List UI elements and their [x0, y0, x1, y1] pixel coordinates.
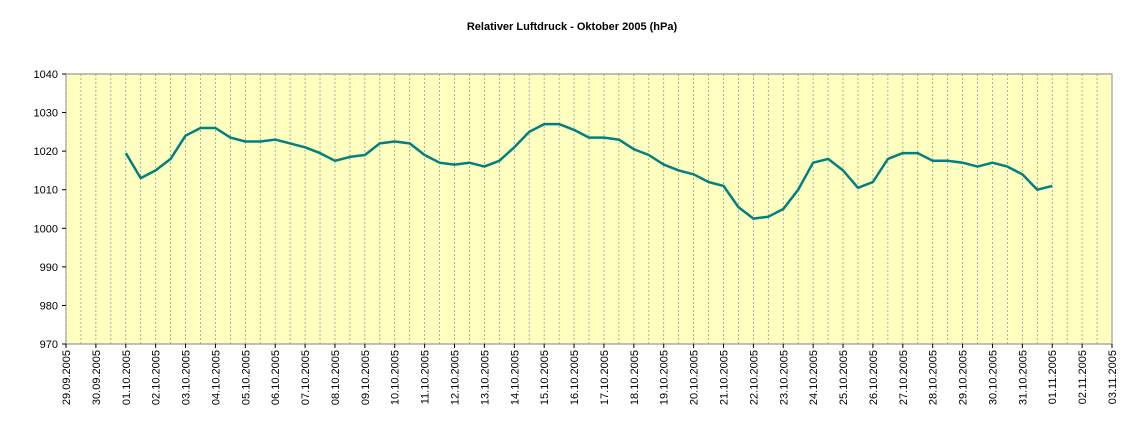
- chart-title: Relativer Luftdruck - Oktober 2005 (hPa): [467, 21, 678, 33]
- x-tick-label: 25.10.2005: [838, 350, 850, 405]
- x-tick-label: 03.10.2005: [181, 350, 193, 405]
- y-tick-label: 1030: [34, 108, 58, 120]
- x-tick-label: 05.10.2005: [240, 350, 252, 405]
- x-tick-label: 28.10.2005: [928, 350, 940, 405]
- y-tick-label: 1000: [34, 223, 58, 235]
- x-tick-label: 18.10.2005: [629, 350, 641, 405]
- x-tick-label: 23.10.2005: [778, 350, 790, 405]
- x-tick-label: 03.11.2005: [1107, 350, 1119, 404]
- x-tick-label: 04.10.2005: [210, 350, 222, 405]
- x-tick-label: 29.09.2005: [61, 350, 73, 405]
- y-tick-label: 1010: [34, 185, 58, 197]
- x-tick-label: 26.10.2005: [868, 350, 880, 405]
- x-tick-label: 13.10.2005: [479, 350, 491, 405]
- x-tick-label: 01.11.2005: [1047, 350, 1059, 404]
- x-tick-label: 30.10.2005: [987, 350, 999, 405]
- x-tick-label: 17.10.2005: [599, 350, 611, 405]
- y-tick-label: 970: [40, 339, 58, 351]
- x-tick-label: 02.11.2005: [1077, 350, 1089, 404]
- x-tick-label: 19.10.2005: [659, 350, 671, 405]
- x-tick-label: 22.10.2005: [748, 350, 760, 405]
- x-tick-label: 27.10.2005: [898, 350, 910, 405]
- x-tick-label: 20.10.2005: [689, 350, 701, 405]
- x-tick-label: 07.10.2005: [300, 350, 312, 405]
- y-tick-label: 980: [40, 300, 58, 312]
- x-tick-label: 06.10.2005: [270, 350, 282, 405]
- x-tick-label: 01.10.2005: [121, 350, 133, 405]
- x-tick-label: 08.10.2005: [330, 350, 342, 405]
- x-tick-label: 29.10.2005: [958, 350, 970, 405]
- x-tick-label: 16.10.2005: [569, 350, 581, 405]
- x-tick-label: 21.10.2005: [718, 350, 730, 405]
- x-tick-label: 31.10.2005: [1017, 350, 1029, 405]
- x-tick-label: 10.10.2005: [390, 350, 402, 405]
- x-tick-label: 12.10.2005: [450, 350, 462, 405]
- y-tick-label: 1020: [34, 146, 58, 158]
- x-tick-label: 14.10.2005: [509, 350, 521, 405]
- x-tick-label: 30.09.2005: [91, 350, 103, 405]
- x-tick-label: 02.10.2005: [151, 350, 163, 405]
- line-series: [124, 122, 1053, 220]
- x-tick-label: 11.10.2005: [420, 350, 432, 404]
- y-tick-label: 1040: [34, 69, 58, 81]
- y-tick-label: 990: [40, 262, 58, 274]
- x-tick-label: 15.10.2005: [539, 350, 551, 405]
- x-tick-label: 09.10.2005: [360, 350, 372, 405]
- x-tick-label: 24.10.2005: [808, 350, 820, 405]
